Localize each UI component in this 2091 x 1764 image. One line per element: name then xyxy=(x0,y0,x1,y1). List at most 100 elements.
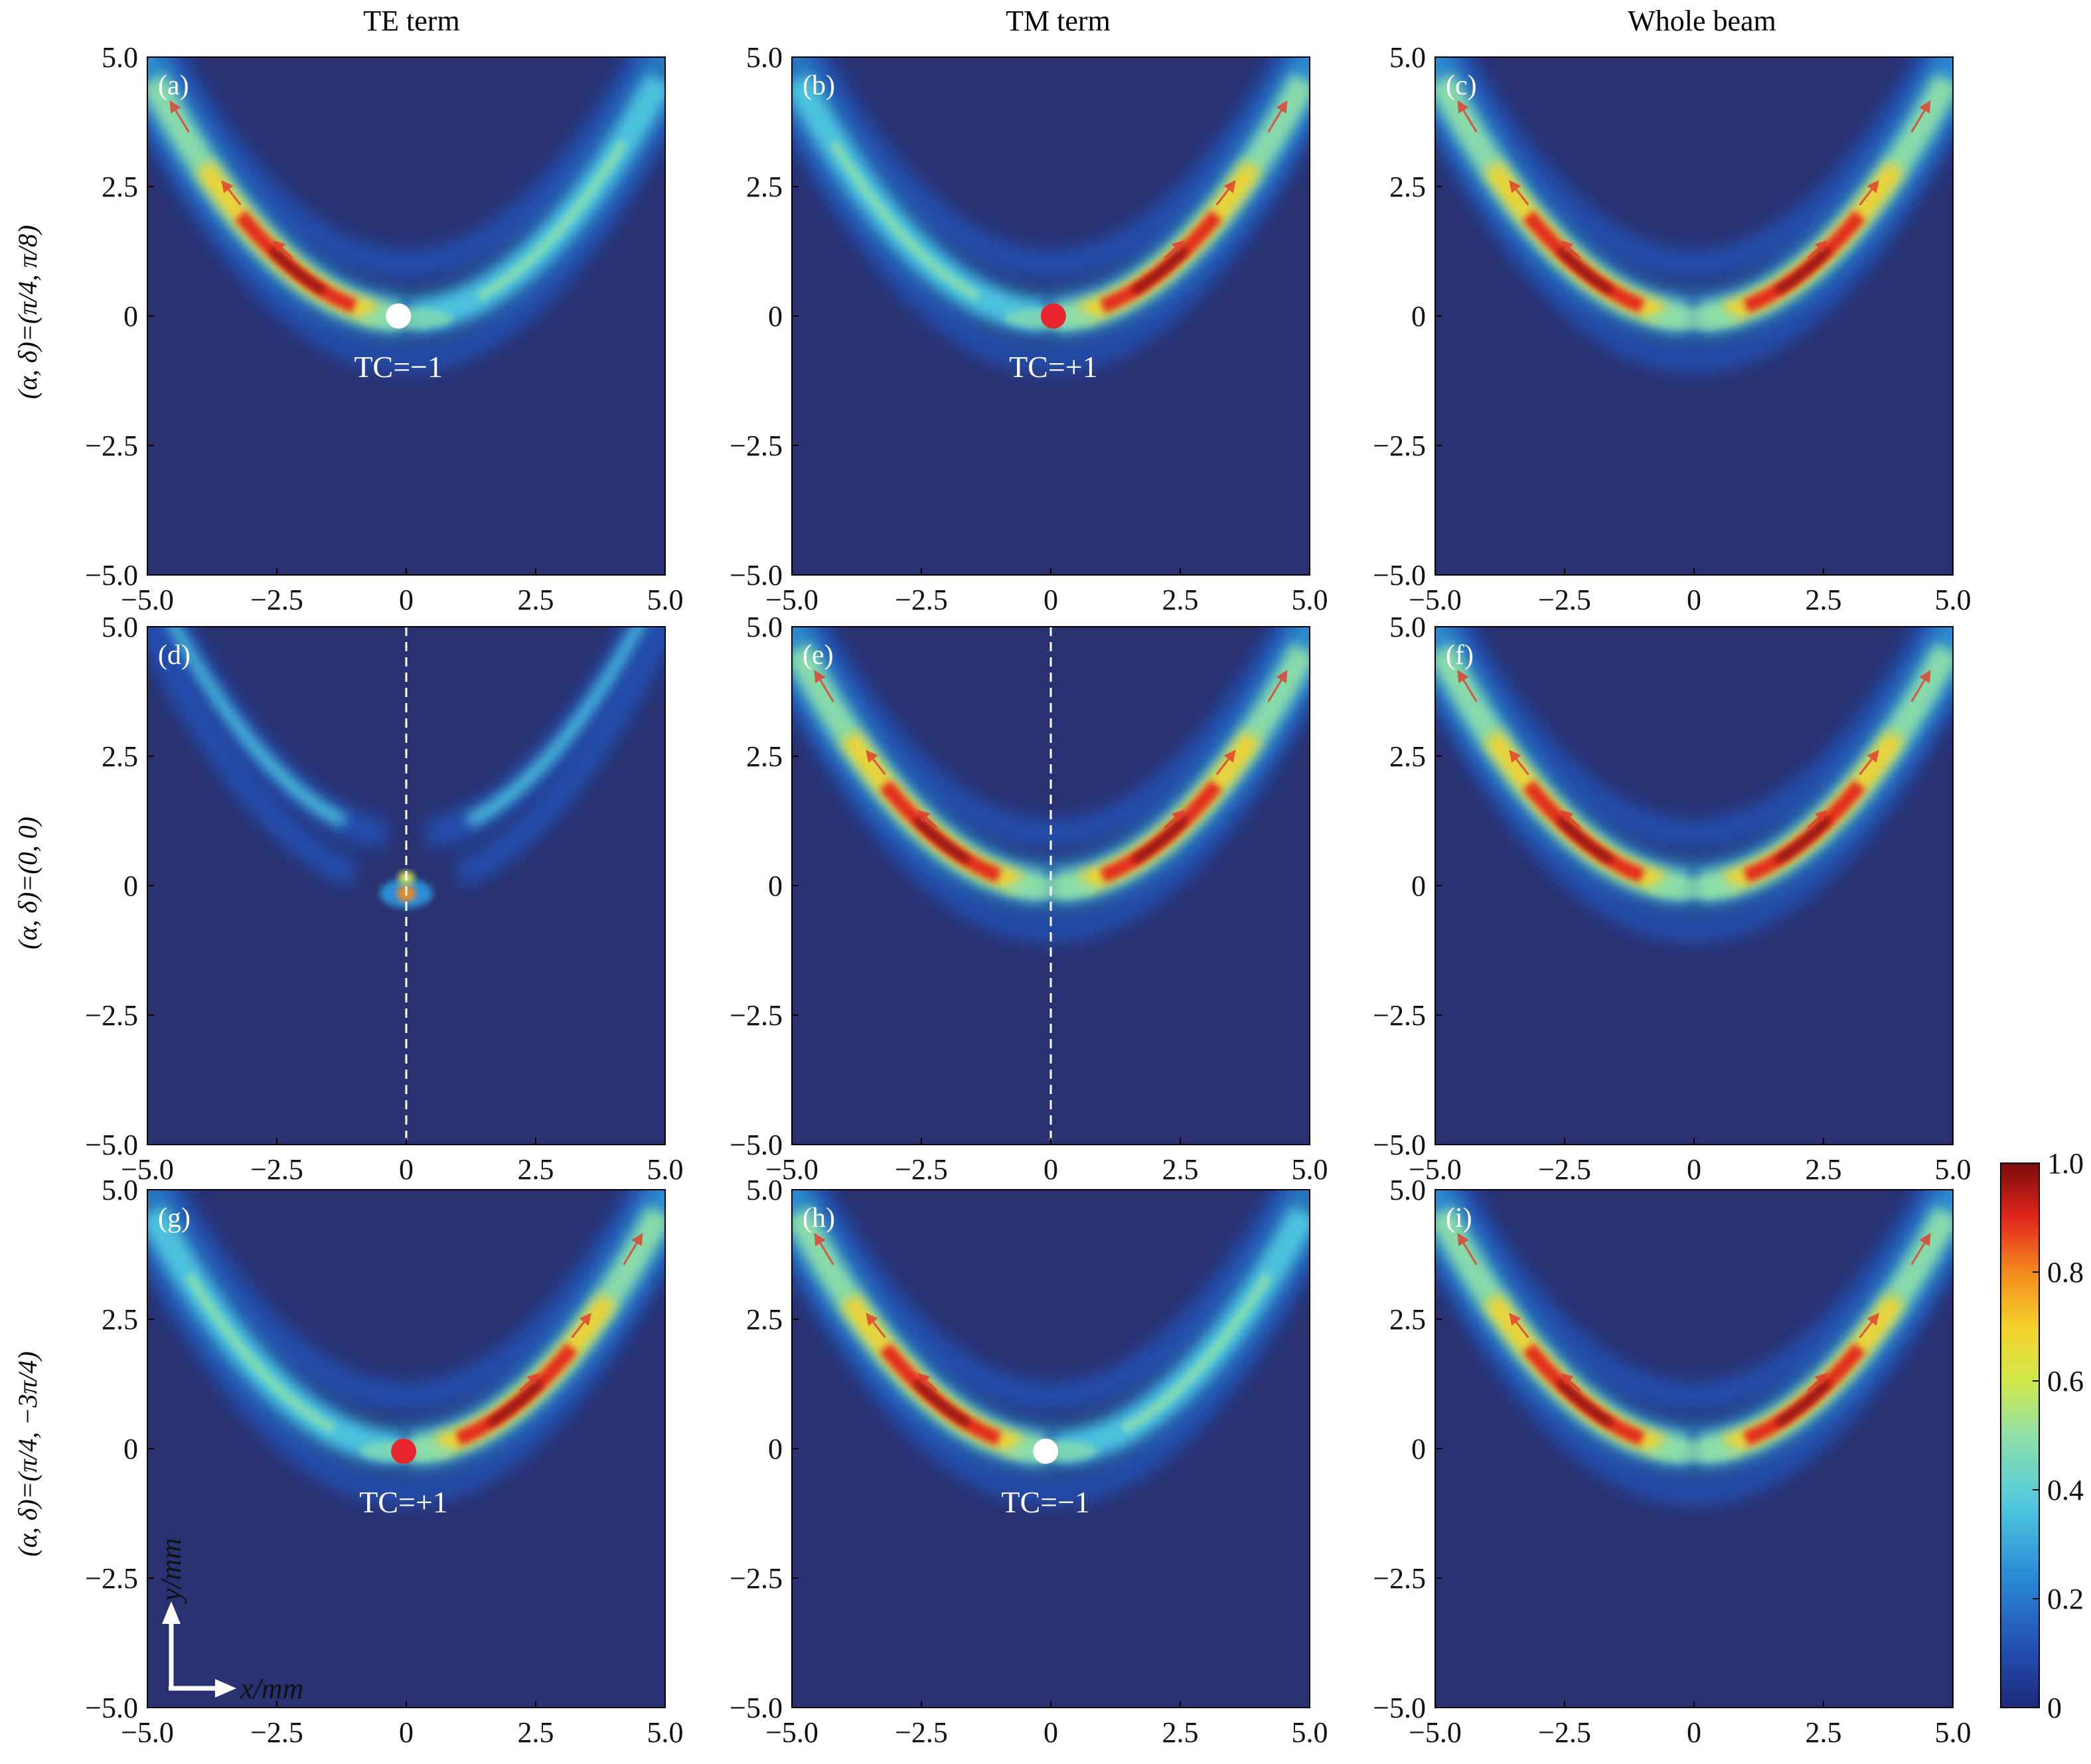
intensity-field xyxy=(1435,627,1953,943)
energy-flow-arrow-icon xyxy=(1164,240,1185,259)
y-hint-label: y/mm xyxy=(155,1538,187,1604)
x-tick-label: 0 xyxy=(1044,1153,1058,1186)
y-tick-label: 2.5 xyxy=(746,740,783,773)
y-tick-label: 0 xyxy=(768,1433,783,1465)
outer-ring xyxy=(796,57,1306,280)
x-tick-label: 2.5 xyxy=(1162,1716,1199,1749)
lower-ring xyxy=(1435,1218,1953,1506)
x-tick-label: 2.5 xyxy=(1162,584,1199,616)
panel-label: (f) xyxy=(1446,640,1474,671)
y-tick-label: 2.5 xyxy=(102,1303,138,1336)
panel-e: (e) −5.0−5.0 −2.5 −2.5 0 0 2.5 2.5 5.0 5.0 xyxy=(730,611,1328,1186)
intensity-field xyxy=(147,57,665,374)
x-tick-label: 2.5 xyxy=(518,1716,554,1749)
column-title-tm: TM term xyxy=(1006,5,1111,37)
main-lobe-max xyxy=(1775,247,1831,294)
energy-flow-arrow-icon xyxy=(1807,810,1828,829)
panels: TC=−1(a)−5.0−5.0−2.5−2.5002.52.55.05.0TC… xyxy=(85,41,1972,1749)
center-bridge xyxy=(1648,877,1741,899)
energy-flow-arrow-icon xyxy=(1509,750,1529,775)
outer-ring xyxy=(1439,57,1949,280)
main-lobe-max xyxy=(1775,1380,1831,1427)
topological-charge-label: TC=+1 xyxy=(1009,350,1098,384)
outer-ring xyxy=(1439,1190,1949,1412)
x-tick-label: 5.0 xyxy=(1935,584,1972,616)
energy-flow-arrow-icon xyxy=(1859,180,1879,206)
x-tick-label: 0 xyxy=(399,1153,414,1186)
x-tick-label: −5.0 xyxy=(765,584,818,616)
x-hint-arrowhead-icon xyxy=(215,1679,236,1698)
energy-flow-arrow-icon xyxy=(221,180,242,206)
y-tick-label: 5.0 xyxy=(1389,41,1426,74)
lower-ring xyxy=(792,1218,1310,1506)
y-tick-label: 5.0 xyxy=(102,1174,138,1206)
x-tick-label: −2.5 xyxy=(1538,1716,1591,1749)
panel-a: TC=−1 (a) −5.0−5.0 −2.5 −2.5 0 0 2.5 2.5 5.0 5.0 xyxy=(85,41,684,616)
colorbar-tick-label: 0.8 xyxy=(2047,1256,2084,1289)
energy-flow-arrow-icon xyxy=(866,1313,886,1338)
y-tick-label: 0 xyxy=(768,300,783,333)
x-tick-label: −5.0 xyxy=(765,1716,818,1749)
x-tick-label: −5.0 xyxy=(765,1153,818,1186)
energy-flow-arrow-icon xyxy=(1267,100,1288,133)
main-lobe-max xyxy=(1557,1380,1613,1427)
main-lobe-max xyxy=(913,817,970,864)
x-tick-label: −2.5 xyxy=(250,1153,303,1186)
energy-flow-arrow-icon xyxy=(1859,750,1879,775)
x-hint-label: x/mm xyxy=(240,1672,303,1705)
main-lobe-max xyxy=(1132,247,1188,294)
main-lobe-core xyxy=(184,1272,337,1435)
energy-flow-arrow-icon xyxy=(814,1233,834,1265)
x-tick-label: 5.0 xyxy=(647,584,684,616)
y-tick-label: 2.5 xyxy=(746,1303,783,1336)
main-lobe-core xyxy=(828,139,981,302)
x-tick-label: 2.5 xyxy=(1162,1153,1199,1186)
energy-flow-arrow-icon xyxy=(1215,180,1236,206)
main-lobe-max xyxy=(1775,817,1831,864)
energy-flow-arrow-icon xyxy=(1910,100,1931,133)
y-tick-label: 2.5 xyxy=(1389,171,1426,203)
main-lobe-max xyxy=(1557,817,1613,864)
energy-flow-arrow-icon xyxy=(1457,670,1478,702)
y-tick-label: −2.5 xyxy=(85,999,138,1032)
lower-ring xyxy=(147,1218,665,1506)
x-tick-label: −2.5 xyxy=(1538,1153,1591,1186)
panel-label: (b) xyxy=(803,70,835,101)
main-lobe xyxy=(165,627,347,828)
panel-label: (d) xyxy=(158,640,191,671)
y-tick-label: 0 xyxy=(1411,1433,1426,1465)
x-tick-label: 2.5 xyxy=(518,584,554,616)
colorbar-tick-label: 0 xyxy=(2047,1692,2062,1724)
y-tick-label: 5.0 xyxy=(746,1174,783,1206)
y-tick-label: −5.0 xyxy=(85,559,138,592)
colorbar-tick-label: 0.2 xyxy=(2047,1583,2084,1615)
y-tick-label: 5.0 xyxy=(1389,611,1426,643)
energy-flow-arrow-icon xyxy=(1267,670,1288,702)
x-tick-label: −5.0 xyxy=(1409,1153,1462,1186)
panel-f: (f) −5.0−5.0 −2.5 −2.5 0 0 2.5 2.5 5.0 5.0 xyxy=(1373,611,1971,1186)
inner-ring xyxy=(147,627,360,888)
row-label-3: (α, δ)=(π/4, −3π/4) xyxy=(13,1351,42,1556)
y-tick-label: −5.0 xyxy=(85,1692,138,1724)
energy-flow-arrow-icon xyxy=(917,810,938,829)
energy-flow-arrow-icon xyxy=(1560,240,1581,259)
y-tick-label: −2.5 xyxy=(85,430,138,462)
outer-ring xyxy=(151,1190,661,1412)
y-tick-label: −2.5 xyxy=(1373,430,1426,462)
phase-singularity-marker xyxy=(1033,1438,1059,1464)
panel-i: (i) −5.0−5.0 −2.5 −2.5 0 0 2.5 2.5 5.0 5.0 xyxy=(1373,1174,1971,1749)
y-tick-label: 5.0 xyxy=(746,41,783,74)
y-tick-label: 0 xyxy=(123,1433,138,1465)
y-tick-label: 0 xyxy=(123,870,138,902)
y-hint-arrowhead-icon xyxy=(162,1601,181,1624)
x-tick-label: 5.0 xyxy=(1292,584,1328,616)
x-tick-label: −2.5 xyxy=(250,1716,303,1749)
topological-charge-label: TC=+1 xyxy=(359,1485,448,1519)
y-tick-label: 5.0 xyxy=(746,611,783,643)
panel-label: (i) xyxy=(1446,1203,1472,1234)
center-bridge xyxy=(1648,1440,1741,1462)
y-tick-label: −5.0 xyxy=(730,559,783,592)
x-tick-label: −2.5 xyxy=(895,584,948,616)
y-tick-label: −2.5 xyxy=(730,430,783,462)
